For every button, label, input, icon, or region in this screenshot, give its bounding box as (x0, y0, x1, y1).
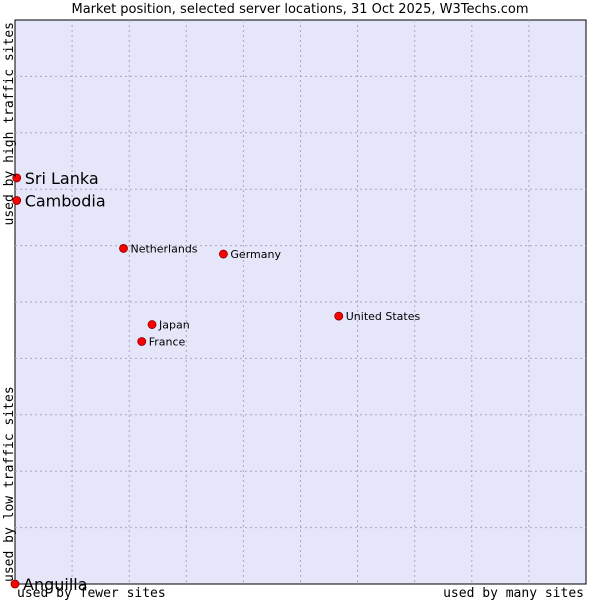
point-japan (147, 320, 157, 329)
point-label-united-states: United States (346, 310, 421, 323)
point-label-japan: Japan (158, 319, 190, 332)
point-label-netherlands: Netherlands (130, 242, 197, 255)
point-label-sri-lanka: Sri Lanka (25, 169, 99, 188)
point-label-cambodia: Cambodia (25, 191, 106, 210)
x-axis-label-left: used by fewer sites (17, 586, 166, 600)
point-anguilla (10, 579, 20, 589)
point-label-anguilla: Anguilla (23, 575, 88, 594)
chart-title: Market position, selected server locatio… (71, 2, 529, 17)
x-axis-label-right: used by many sites (443, 586, 584, 600)
point-germany (219, 249, 228, 259)
y-axis-label-bottom: used by low traffic sites (2, 386, 17, 582)
point-label-france: France (149, 335, 186, 348)
point-label-germany: Germany (230, 248, 281, 261)
point-netherlands (119, 244, 128, 253)
grid-lines (15, 20, 586, 584)
point-united-states (334, 311, 344, 321)
point-france (137, 337, 147, 346)
data-points: Sri Lanka Cambodia Netherlands Germany Unite… (10, 169, 421, 594)
point-cambodia (12, 196, 22, 205)
point-sri-lanka (12, 173, 22, 183)
y-axis-label-top: used by high traffic sites (2, 22, 17, 226)
